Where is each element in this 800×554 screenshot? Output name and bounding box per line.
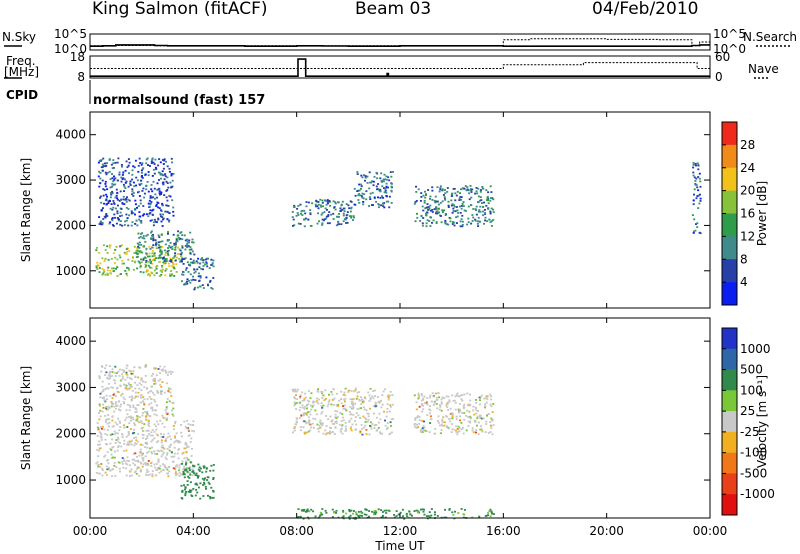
power-colorbar-band xyxy=(722,259,737,283)
time-xtick-label: 12:00 xyxy=(383,524,418,538)
power-echo-region xyxy=(180,257,215,291)
power-echo-region xyxy=(291,198,356,228)
power-colorbar-band xyxy=(722,236,737,260)
power-ytick-label: 3000 xyxy=(55,173,86,187)
power-colorbar-band xyxy=(722,144,737,169)
power-colorbar-tick-label: 20 xyxy=(740,184,755,198)
freq-ytick-right-top: 60 xyxy=(715,50,730,64)
velocity-colorbar-tick-label: 25 xyxy=(740,404,755,418)
velocity-colorbar-tick-label: -100 xyxy=(740,446,767,460)
power-colorbar-label: Power [dB] xyxy=(755,181,769,246)
noise-ytick-right-bottom: 10^0 xyxy=(713,42,746,56)
power-colorbar-tick-label: 28 xyxy=(740,138,755,152)
velocity-colorbar-frame xyxy=(721,327,738,516)
power-colorbar-band xyxy=(722,122,737,146)
power-echo-region xyxy=(95,243,183,277)
time-xtick-label: 20:00 xyxy=(589,524,624,538)
time-xtick-label: 16:00 xyxy=(486,524,521,538)
noise-ytick-left-top: 10^5 xyxy=(54,27,87,41)
cpid-label: CPID xyxy=(6,88,39,102)
noise-series-nsearch xyxy=(90,38,710,47)
power-echo-region xyxy=(353,171,394,209)
velocity-colorbar-label: Velocity [m s⁻¹] xyxy=(755,375,769,468)
power-echo-region xyxy=(136,230,196,264)
noise-panel-frame xyxy=(89,33,711,51)
velocity-ytick-label: 3000 xyxy=(55,380,86,394)
velocity-colorbar-tick-label: 1000 xyxy=(740,342,771,356)
freq-ytick-left-bottom: 8 xyxy=(77,70,85,84)
power-plot-bg xyxy=(90,112,710,308)
power-colorbar-band xyxy=(722,167,737,191)
velocity-colorbar-band xyxy=(722,390,737,412)
time-xtick-label: 04:00 xyxy=(176,524,211,538)
power-colorbar-tick-label: 12 xyxy=(740,229,755,243)
velocity-colorbar-band xyxy=(722,411,737,433)
power-ytick-label: 1000 xyxy=(55,264,86,278)
noise-ytick-right-top: 10^5 xyxy=(713,27,746,41)
time-axis-label: Time UT xyxy=(374,539,425,553)
velocity-ytick-label: 2000 xyxy=(55,427,86,441)
noise-series-nsky xyxy=(90,44,710,48)
velocity-colorbar-band xyxy=(722,452,737,474)
power-ytick-label: 4000 xyxy=(55,128,86,142)
velocity-echo-region xyxy=(291,387,395,436)
velocity-plot-bg xyxy=(90,318,710,518)
velocity-colorbar-band xyxy=(722,431,737,453)
power-colorbar-tick-label: 8 xyxy=(740,252,748,266)
date-title: 04/Feb/2010 xyxy=(592,0,699,19)
velocity-colorbar-band xyxy=(722,473,737,495)
freq-series-nave xyxy=(90,62,710,69)
velocity-colorbar-tick-label: -25 xyxy=(740,425,760,439)
power-colorbar-band xyxy=(722,213,737,237)
velocity-echo-region xyxy=(98,364,175,422)
power-colorbar-tick-label: 24 xyxy=(740,161,755,175)
velocity-echo-region xyxy=(95,419,195,478)
power-colorbar-tick-label: 4 xyxy=(740,275,748,289)
power-echo-region xyxy=(97,157,175,227)
velocity-echo-region xyxy=(413,392,495,436)
time-xtick-label: 08:00 xyxy=(279,524,314,538)
velocity-colorbar-band xyxy=(722,369,737,391)
freq-ytick-right-bottom: 0 xyxy=(715,70,723,84)
velocity-ylabel: Slant Range [km] xyxy=(19,366,33,470)
power-ylabel: Slant Range [km] xyxy=(19,158,33,262)
velocity-colorbar-tick-label: 100 xyxy=(740,383,763,397)
velocity-colorbar-tick-label: 500 xyxy=(740,363,763,377)
freq-unit-label: [MHz] xyxy=(4,65,40,79)
time-xtick-label: 00:00 xyxy=(693,524,728,538)
freq-label: Freq. xyxy=(6,54,36,68)
time-xtick-label: 00:00 xyxy=(73,524,108,538)
power-colorbar-band xyxy=(722,282,737,306)
freq-ytick-left-top: 18 xyxy=(70,50,85,64)
scan-label: normalsound (fast) 157 xyxy=(93,93,266,108)
velocity-colorbar-tick-label: -500 xyxy=(740,466,767,480)
noise-ytick-left-bottom: 10^0 xyxy=(54,42,87,56)
nave-label: Nave xyxy=(748,62,779,76)
freq-series-freq xyxy=(90,58,710,77)
power-colorbar-tick-label: 16 xyxy=(740,207,755,221)
velocity-colorbar-band xyxy=(722,494,737,516)
power-echo-region xyxy=(691,162,702,235)
power-ytick-label: 2000 xyxy=(55,218,86,232)
nsky-label: N.Sky xyxy=(2,30,37,44)
nsearch-label: N.Search xyxy=(743,30,798,44)
power-colorbar-band xyxy=(722,190,737,214)
power-echo-region xyxy=(413,185,495,228)
freq-panel-frame xyxy=(89,55,711,79)
velocity-ytick-label: 4000 xyxy=(55,334,86,348)
velocity-colorbar-band xyxy=(722,348,737,370)
station-title: King Salmon (fitACF) xyxy=(92,0,268,19)
velocity-echo-region xyxy=(180,461,215,500)
velocity-ytick-label: 1000 xyxy=(55,473,86,487)
velocity-colorbar-band xyxy=(722,328,737,350)
beam-title: Beam 03 xyxy=(355,0,432,19)
velocity-colorbar-tick-label: -1000 xyxy=(740,487,775,501)
